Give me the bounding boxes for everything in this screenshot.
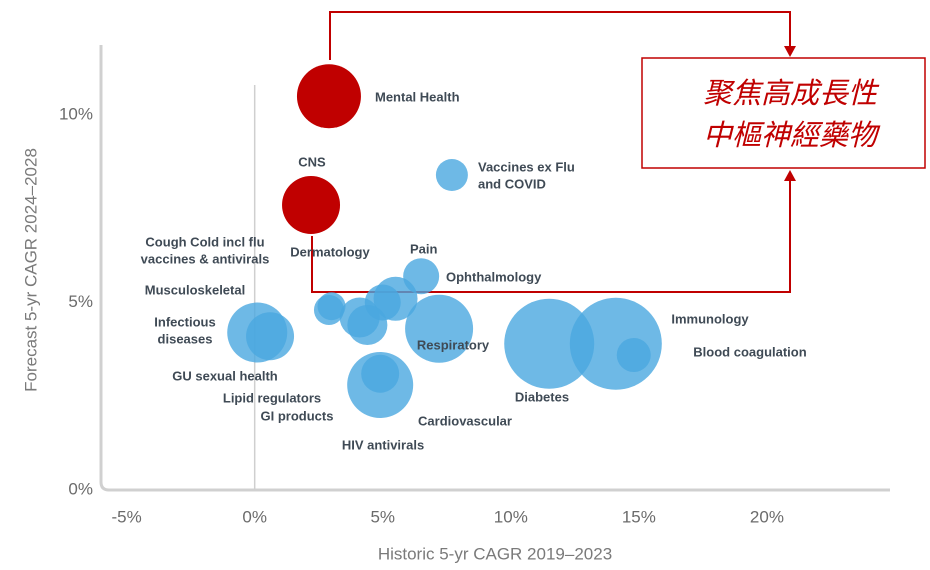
bubble	[616, 338, 651, 372]
bubble	[361, 354, 400, 393]
annotation-box	[641, 57, 926, 169]
bubble	[435, 159, 468, 191]
x-tick-label: 20%	[750, 507, 784, 526]
y-axis-title: Forecast 5-yr CAGR 2024–2028	[21, 148, 40, 392]
arrow-up	[784, 170, 796, 181]
annotation-text: 聚焦高成長性	[703, 76, 880, 110]
bubble-label: Cough Cold incl flu	[145, 234, 264, 249]
bubble-label: GI products	[261, 408, 334, 423]
bubble	[246, 312, 295, 361]
bubble-label: Vaccines ex Flu	[478, 159, 575, 174]
x-tick-label: 15%	[622, 507, 656, 526]
bubble	[405, 294, 474, 363]
y-tick-label: 0%	[68, 479, 93, 498]
axis-corner	[99, 481, 110, 492]
bubble-label: Diabetes	[515, 389, 569, 404]
bubble-label: Blood coagulation	[693, 344, 806, 359]
bubble-label: Infectious	[154, 314, 215, 329]
bubble-label: Respiratory	[417, 337, 490, 352]
bubble-label: vaccines & antivirals	[141, 251, 270, 266]
bubble-label: Dermatology	[290, 244, 370, 259]
annotation-text: 中樞神經藥物	[703, 118, 881, 152]
bubble-label: CNS	[298, 154, 326, 169]
bubble-label: Pain	[410, 241, 438, 256]
bubble	[282, 176, 341, 234]
y-tick-label: 5%	[68, 292, 93, 311]
bubble-label: Immunology	[671, 311, 749, 326]
bubble	[569, 297, 662, 390]
bracket-top	[329, 11, 791, 60]
y-tick-label: 10%	[59, 104, 93, 123]
x-tick-label: 0%	[242, 507, 267, 526]
x-tick-label: -5%	[111, 507, 141, 526]
bracket-bottom	[311, 178, 791, 293]
bubble-label: diseases	[158, 331, 213, 346]
bubble-label: Cardiovascular	[418, 413, 512, 428]
bubble-label: Ophthalmology	[446, 269, 542, 284]
bubble-label: and COVID	[478, 176, 546, 191]
bubble	[313, 295, 344, 325]
bubble	[347, 305, 388, 345]
arrow-down	[784, 46, 796, 57]
bubble-label: GU sexual health	[172, 368, 278, 383]
bubble	[296, 64, 361, 129]
x-axis-title: Historic 5-yr CAGR 2019–2023	[378, 544, 612, 563]
annotation	[311, 11, 926, 293]
bubble-label: Mental Health	[375, 89, 460, 104]
bubble-label: Musculoskeletal	[145, 282, 245, 297]
bubble-label: HIV antivirals	[342, 437, 424, 452]
bubble	[504, 298, 595, 389]
x-tick-label: 10%	[494, 507, 528, 526]
bubble-label: Lipid regulators	[223, 390, 321, 405]
x-tick-label: 5%	[370, 507, 395, 526]
